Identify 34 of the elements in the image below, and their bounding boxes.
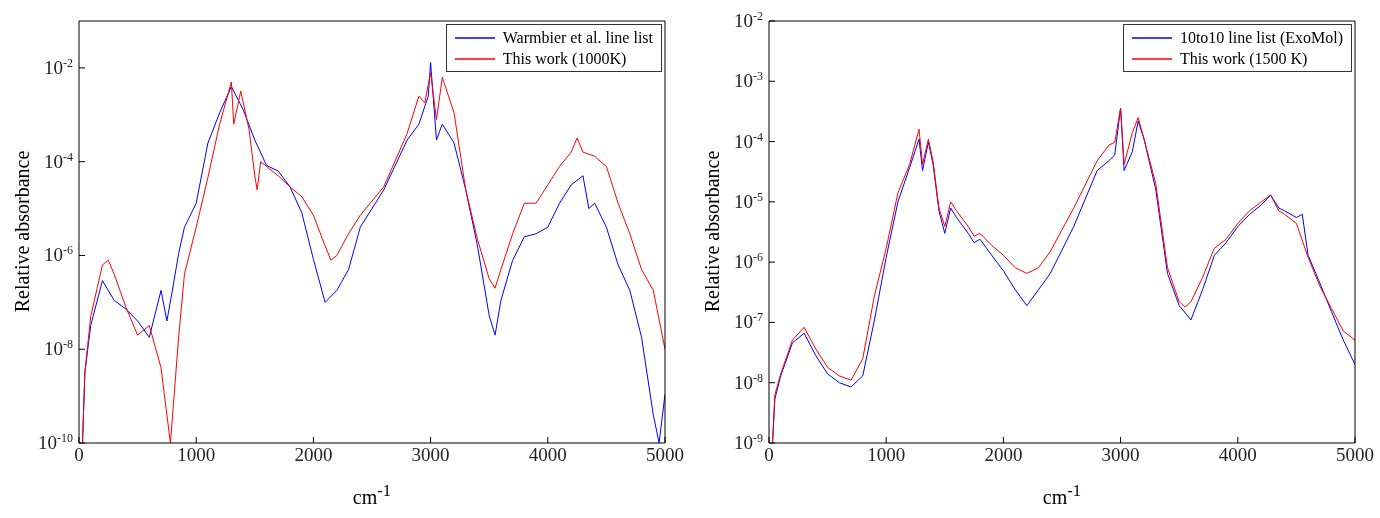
- y-tick-label: 10$^{-7}$: [734, 310, 763, 333]
- legend-label: 10to10 line list (ExoMol): [1179, 28, 1343, 48]
- x-axis-title: cm$^{-1}$: [1041, 481, 1083, 509]
- line-series: [772, 107, 1355, 443]
- y-tick-label: 10$^{-3}$: [734, 69, 763, 92]
- x-tick-label: 4000: [1218, 444, 1257, 465]
- y-tick-label: 10$^{-5}$: [734, 189, 763, 212]
- y-axis-title: Relative absorbance: [11, 150, 35, 313]
- x-tick-label: 4000: [528, 444, 567, 465]
- y-axis-title: Relative absorbance: [701, 150, 725, 313]
- legend-label: This work (1500 K): [1179, 49, 1308, 69]
- y-tick-label: 10$^{-2}$: [734, 9, 763, 31]
- x-tick-label: 0: [764, 444, 774, 465]
- y-tick-label: 10$^{-4}$: [734, 129, 763, 152]
- x-tick-label: 5000: [1336, 444, 1374, 465]
- x-tick-label: 2000: [294, 444, 333, 465]
- legend-label: Warmbier et al. line list: [502, 28, 653, 48]
- x-tick-label: 3000: [1101, 444, 1140, 465]
- y-tick-label: 10$^{-9}$: [734, 431, 763, 453]
- x-tick-label: 5000: [646, 444, 684, 465]
- y-tick-label: 10$^{-2}$: [44, 55, 73, 78]
- x-axis-title: cm$^{-1}$: [351, 481, 393, 509]
- x-tick-label: 1000: [867, 444, 906, 465]
- x-tick-label: 1000: [177, 444, 216, 465]
- y-tick-label: 10$^{-6}$: [44, 243, 73, 266]
- y-tick-label: 10$^{-8}$: [734, 370, 763, 393]
- x-tick-label: 0: [74, 444, 84, 465]
- y-tick-label: 10$^{-4}$: [44, 149, 73, 172]
- x-tick-label: 2000: [984, 444, 1023, 465]
- x-tick-label: 3000: [411, 444, 450, 465]
- legend-label: This work (1000K): [502, 49, 627, 69]
- y-tick-label: 10$^{-6}$: [734, 250, 763, 273]
- y-tick-label: 10$^{-8}$: [44, 337, 73, 360]
- y-tick-label: 10$^{-10}$: [38, 431, 73, 453]
